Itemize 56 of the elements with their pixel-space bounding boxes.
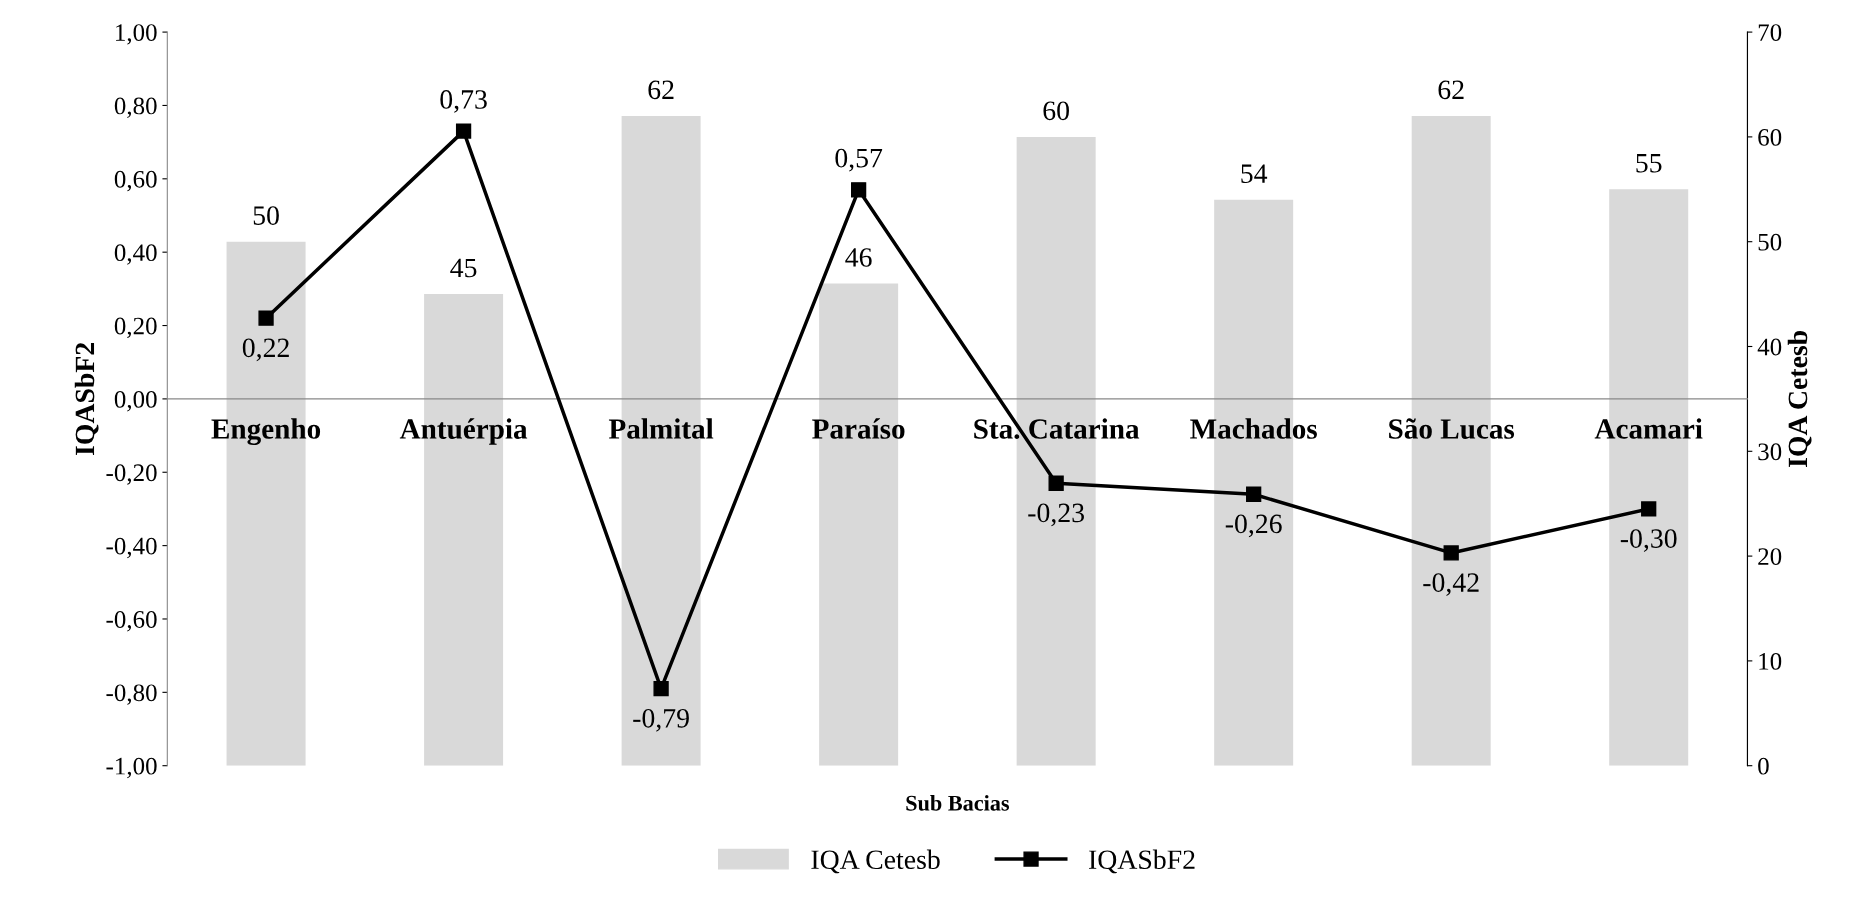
- data-label: 50: [253, 206, 279, 225]
- point: [455, 123, 472, 139]
- data-label: 0,57: [835, 148, 883, 172]
- x-tick-label: Paraíso: [812, 418, 905, 439]
- y-tick-label: 0,60: [114, 170, 157, 192]
- data-label: 46: [845, 248, 872, 267]
- data-label: 60: [1043, 101, 1069, 121]
- data-label: 55: [1636, 154, 1662, 173]
- y2-tick-label: 20: [1758, 548, 1782, 566]
- point: [1443, 545, 1459, 561]
- y-tick-label: -0,60: [106, 611, 157, 632]
- data-label: 62: [648, 80, 674, 100]
- y-tick-label: 0,80: [114, 97, 157, 118]
- y2-axis-title: IQA Cetesb: [1787, 330, 1812, 468]
- data-label: -0,42: [1423, 573, 1479, 596]
- x-tick-label: Palmital: [608, 418, 714, 439]
- legend-label: IQASbF2: [1089, 849, 1195, 874]
- x-tick-label: São Lucas: [1389, 418, 1515, 439]
- x-tick-label: Engenho: [211, 418, 321, 446]
- point: [258, 310, 274, 326]
- data-label: -0,79: [633, 708, 689, 732]
- x-tick-label: Sta. Catarina: [974, 418, 1140, 439]
- point: [1246, 486, 1262, 502]
- y-tick-label: 0,00: [114, 390, 157, 412]
- y-axis-title: IQASbF2: [74, 342, 99, 456]
- y-tick-label: 0,20: [114, 317, 157, 339]
- y-tick-label: 0,40: [114, 244, 157, 265]
- y2-tick-label: 10: [1759, 652, 1782, 670]
- data-label: 45: [450, 258, 477, 278]
- x-tick-label: Machados: [1190, 418, 1317, 439]
- y-tick-label: -0,20: [106, 464, 157, 485]
- point: [850, 182, 867, 198]
- point: [1641, 501, 1657, 517]
- y2-tick-label: 0: [1758, 757, 1769, 775]
- y2-tick-label: 70: [1758, 24, 1782, 42]
- y2-tick-label: 30: [1758, 443, 1782, 461]
- data-label: -0,26: [1225, 514, 1282, 538]
- x-tick-label: Antuérpia: [399, 418, 528, 445]
- y2-tick-label: 50: [1758, 233, 1782, 251]
- data-label: -0,30: [1620, 529, 1677, 552]
- data-label: 54: [1241, 164, 1268, 184]
- y2-tick-label: 60: [1758, 128, 1782, 146]
- point: [1048, 475, 1064, 491]
- x-axis-title: Sub Bacias: [906, 795, 1010, 811]
- y2-tick-label: 40: [1757, 338, 1782, 356]
- y-tick-label: -1,00: [106, 757, 157, 779]
- data-label: 0,22: [242, 338, 289, 362]
- legend-label: IQA Cetesb: [811, 849, 940, 874]
- y-tick-label: 1,00: [116, 24, 157, 45]
- data-label: -0,23: [1028, 503, 1084, 527]
- data-label: 62: [1438, 80, 1464, 100]
- x-tick-label: Acamari: [1594, 418, 1703, 439]
- y-tick-label: -0,80: [106, 684, 157, 705]
- y-tick-label: -0,40: [106, 537, 157, 559]
- point: [653, 681, 669, 697]
- data-label: 0,73: [440, 90, 487, 113]
